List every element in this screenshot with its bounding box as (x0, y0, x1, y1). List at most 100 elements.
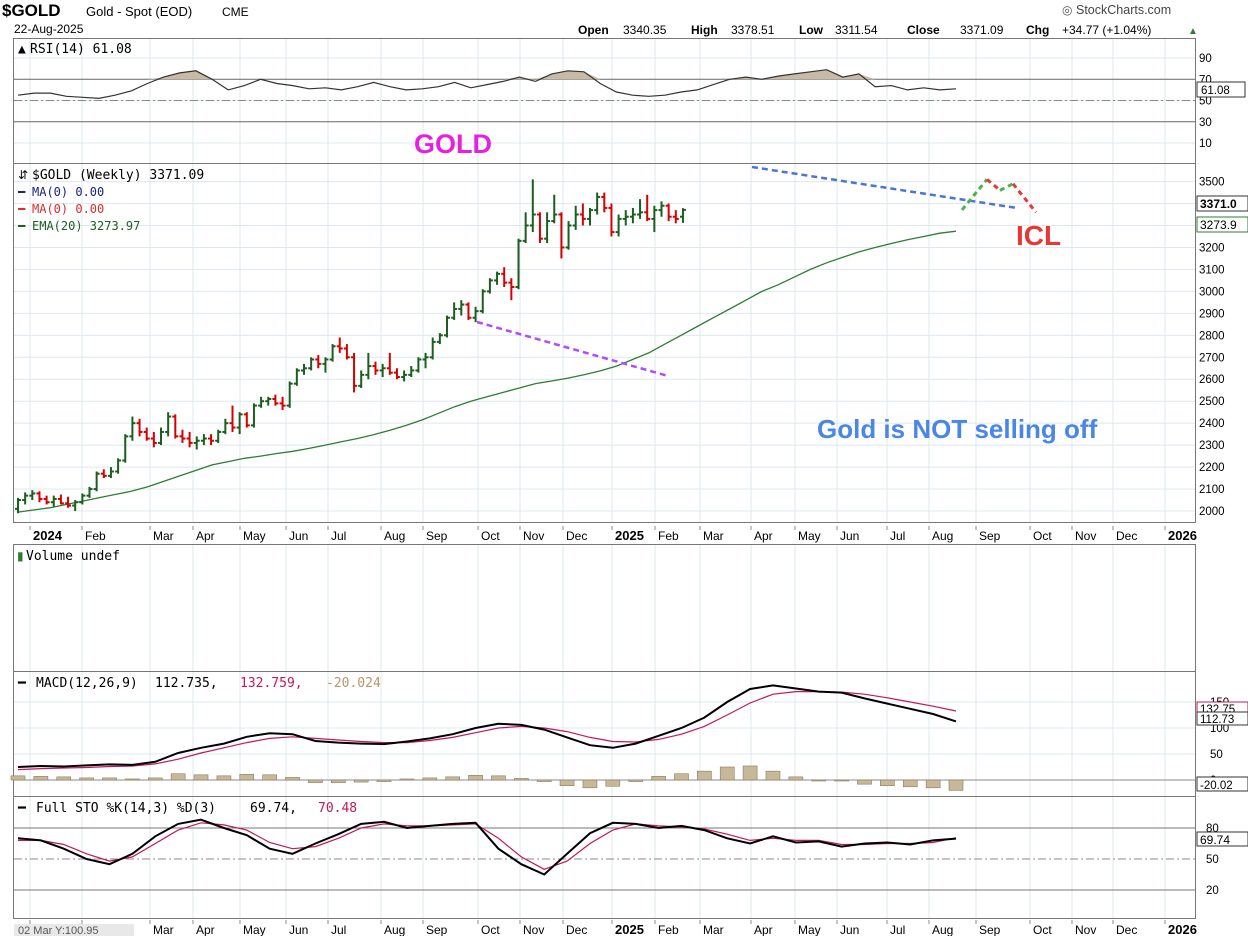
price-bar (143, 427, 150, 441)
macd-tag: 112.73 (1200, 714, 1234, 726)
price-bar (451, 302, 458, 320)
x-tick-label: Aug (932, 923, 953, 936)
price-tick: 2900 (1199, 308, 1225, 320)
x-tick-label: Apr (754, 923, 773, 936)
price-bar (243, 412, 250, 428)
price-legend-item: $GOLD (Weekly) 3371.09 (32, 168, 204, 183)
macd-hist-bar (834, 779, 849, 782)
macd-hist-bar (376, 779, 392, 782)
price-bar (572, 205, 579, 230)
price-bar (29, 490, 36, 501)
price-bar (679, 208, 686, 223)
low-label: Low (799, 23, 824, 37)
macd-label: MACD(12,26,9) (36, 676, 138, 691)
x-tick-label: Aug (932, 529, 953, 543)
price-bar (343, 344, 350, 360)
price-bar (536, 212, 543, 244)
rsi-tick: 30 (1199, 117, 1212, 129)
price-tick: 2700 (1199, 352, 1225, 364)
macd-hist-bar (33, 776, 49, 781)
price-bar (551, 194, 558, 224)
price-bar (150, 431, 157, 448)
ema-tag-box (1196, 216, 1248, 233)
chart-header: $GOLD Gold - Spot (EOD) CME 22-Aug-2025 … (2, 1, 1198, 37)
price-bar (658, 201, 665, 217)
macd-hist-bar (170, 773, 186, 781)
price-bar (558, 212, 565, 259)
macd-tick-labels: 150100500 (14, 697, 1229, 787)
x-tick-label: Sep (979, 923, 1001, 936)
macd-value: 112.735, (155, 676, 218, 691)
price-bar (329, 344, 336, 362)
price-tick: 3000 (1199, 286, 1225, 298)
x-tick-label: Nov (1075, 923, 1096, 936)
x-tick-label: Feb (658, 923, 679, 936)
macd-hist-bar (674, 773, 689, 781)
x-tick-label: May (243, 529, 266, 543)
price-bar (36, 491, 43, 503)
macd-hist-bar (948, 779, 964, 791)
x-tick-label: Jun (840, 923, 859, 936)
price-bar (644, 194, 651, 222)
price-bar (93, 471, 100, 492)
ohlc-bars (15, 179, 686, 514)
macd-hist-bar (811, 779, 827, 782)
macd-hist-bar (559, 779, 575, 787)
macd-hist-bar (399, 778, 415, 781)
x-axis-main: 2024 Feb Mar Apr May Jun Jul Aug Sep Oct Nov Dec 202… (29, 526, 1197, 543)
price-bar (322, 357, 329, 373)
price-bar (193, 436, 200, 450)
macd-hist-bar (445, 776, 460, 781)
macd-hist-bar (536, 779, 552, 782)
x-tick-label: Apr (196, 923, 215, 936)
price-bar (365, 352, 372, 380)
high-label: High (691, 23, 718, 37)
price-bar (665, 203, 672, 222)
rsi-value-tag: 61.08 (1201, 85, 1230, 97)
rsi-tick: 90 (1199, 53, 1212, 65)
price-bar (637, 199, 644, 219)
macd-hist-bar (239, 773, 255, 781)
price-tick: 2800 (1199, 330, 1225, 342)
price-bar (107, 467, 114, 479)
price-tick: 2000 (1199, 506, 1225, 518)
price-bar (444, 315, 450, 338)
x-tick-label: Dec (1116, 923, 1137, 936)
price-bar (229, 405, 236, 432)
macd-signal-value: 132.759, (240, 676, 303, 691)
macd-line (17, 684, 957, 768)
exchange-text: CME (222, 5, 249, 19)
projection-segment (1011, 182, 1038, 214)
macd-hist-bar (285, 777, 300, 781)
x-tick-label: Nov (523, 529, 544, 543)
price-panel: 3500340033003200310030002900280027002600… (15, 129, 1248, 518)
price-bar (86, 486, 93, 498)
sto-d-line (18, 822, 957, 870)
sto-panel-frame (13, 796, 1196, 919)
volume-panel: ▮ Volume undef (17, 549, 120, 564)
price-bar (565, 221, 572, 250)
rsi-value-tag-box (1196, 81, 1246, 98)
price-bar (272, 394, 279, 406)
x-tick-label: 2025 (615, 528, 644, 543)
price-bar (608, 203, 615, 237)
open-label: Open (578, 23, 609, 37)
price-bar (43, 495, 50, 505)
macd-hist-bar (719, 766, 735, 781)
macd-hist-bar (857, 779, 872, 785)
macd-panel: 150100500 ━ MACD(12,26,9) 112.735, 132.7… (10, 676, 1248, 792)
purple-downtrend-line (476, 320, 669, 378)
x-tick-label: Dec (566, 529, 587, 543)
macd-tag-box (1196, 711, 1248, 726)
price-bar (215, 429, 222, 443)
x-tick-label: 2024 (33, 528, 63, 543)
price-bar (165, 412, 172, 437)
price-bar (529, 179, 536, 233)
macd-hist-bar (330, 779, 346, 783)
sto-tick: 20 (1206, 885, 1219, 897)
price-bar (293, 368, 300, 386)
price-bar (408, 366, 415, 378)
